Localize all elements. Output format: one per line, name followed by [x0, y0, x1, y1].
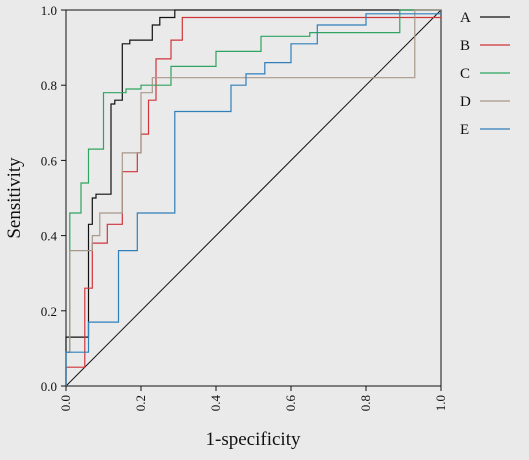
- series-line-d: [65, 9, 441, 386]
- y-tick-label: 0.6: [41, 153, 58, 168]
- x-tick-label: 0.2: [133, 395, 148, 411]
- y-tick-label: 0.0: [41, 379, 57, 394]
- x-tick-label: 0.4: [208, 395, 223, 412]
- y-tick-label: 1.0: [41, 3, 57, 18]
- y-tick-label: 0.2: [41, 304, 57, 319]
- y-tick-label: 0.8: [41, 78, 57, 93]
- series-layer: [65, 9, 442, 387]
- ticks-layer: 0.0 0.2 0.4 0.6 0.8 1.0 0.0 0.2 0.4 0.6 0.8 1.0: [41, 3, 448, 411]
- x-tick-label: 0.6: [283, 395, 298, 412]
- y-tick-label: 0.4: [41, 229, 58, 244]
- legend-label-b: B: [460, 38, 470, 54]
- y-axis-title: Sensitivity: [4, 157, 25, 239]
- reference-diagonal: [65, 9, 442, 387]
- legend-label-e: E: [460, 122, 469, 138]
- x-tick-label: 0.0: [58, 395, 73, 411]
- series-line-c: [65, 9, 441, 386]
- legend-label-a: A: [460, 10, 471, 26]
- series-line-a: [65, 9, 441, 386]
- x-axis-title: 1-specificity: [206, 429, 301, 450]
- series-line-e: [65, 13, 441, 386]
- legend-label-c: C: [460, 66, 470, 82]
- x-tick-label: 0.8: [358, 395, 373, 411]
- x-tick-label: 1.0: [433, 395, 448, 411]
- legend-label-d: D: [460, 94, 471, 110]
